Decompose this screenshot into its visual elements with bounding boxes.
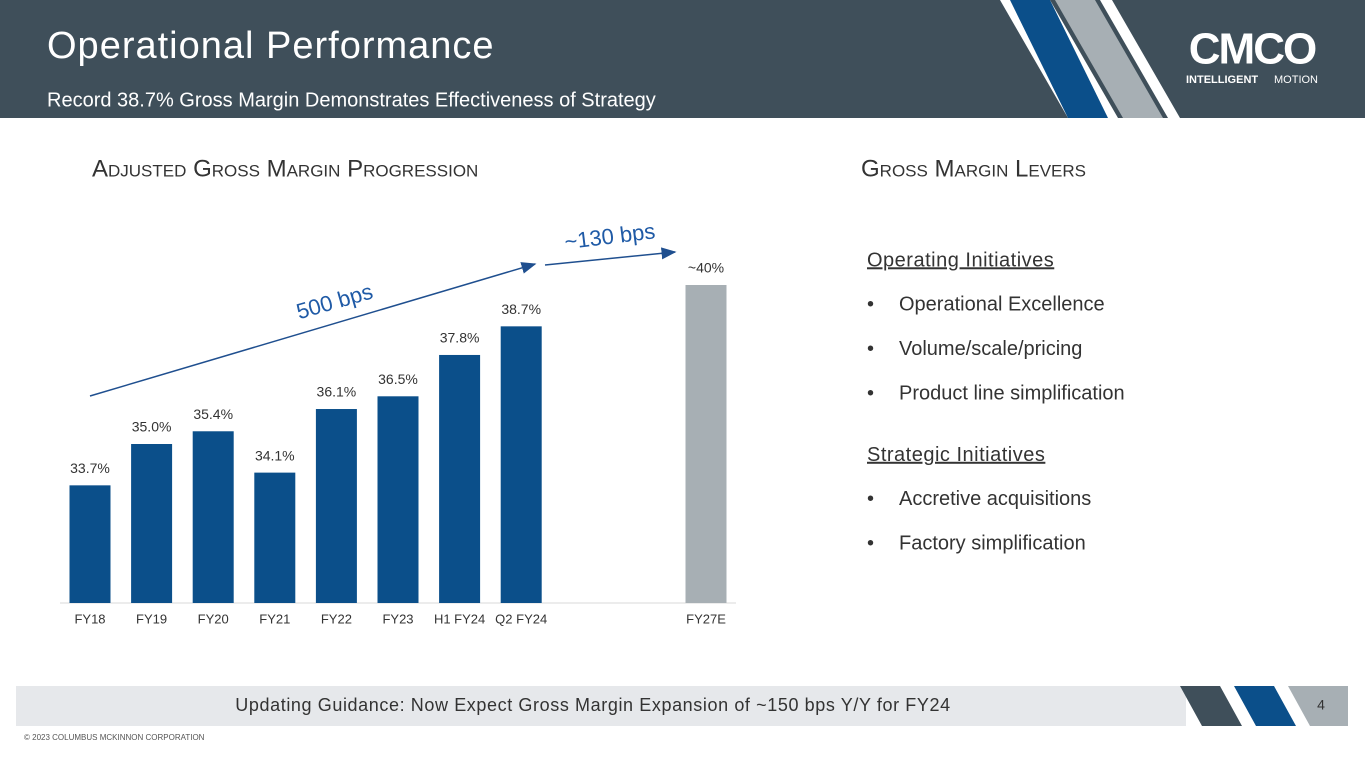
bullet-dot: • — [867, 532, 874, 554]
stripe — [1100, 0, 1180, 118]
annotation: 500 bps — [293, 279, 375, 325]
x-tick-label: FY20 — [198, 611, 229, 626]
x-tick-label: FY22 — [321, 611, 352, 626]
value-label: 36.1% — [317, 384, 357, 400]
lever-item: Accretive acquisitions — [899, 488, 1091, 510]
bullet-dot: • — [867, 382, 874, 404]
bar — [131, 444, 173, 603]
bar — [315, 409, 357, 603]
logo-tagline-bold: INTELLIGENT — [1186, 74, 1258, 86]
arrow — [544, 247, 677, 266]
bar — [377, 396, 419, 603]
bullet-dot: • — [867, 488, 874, 510]
bullet-dot: • — [867, 293, 874, 315]
value-label: 33.7% — [70, 460, 110, 476]
stripe — [1055, 0, 1163, 118]
bar — [439, 354, 481, 603]
value-label: 37.8% — [440, 330, 480, 346]
value-label: ~40% — [688, 260, 724, 276]
x-tick-label: FY18 — [74, 611, 105, 626]
x-tick-label: H1 FY24 — [434, 611, 485, 626]
lever-item: Factory simplification — [899, 532, 1086, 554]
annotation: ~130 bps — [563, 218, 657, 254]
page-number: 4 — [1317, 697, 1325, 713]
value-label: 36.5% — [378, 371, 418, 387]
levers-title: Gross Margin Levers — [861, 155, 1086, 182]
x-tick-label: FY21 — [259, 611, 290, 626]
stripe — [1010, 0, 1108, 118]
lever-item: Operational Excellence — [899, 293, 1105, 315]
stripe — [1288, 686, 1348, 726]
logo-tagline: MOTION — [1274, 74, 1318, 86]
lever-item: Volume/scale/pricing — [899, 338, 1082, 360]
lever-heading: Strategic Initiatives — [867, 444, 1045, 466]
bar — [500, 326, 542, 603]
lever-item: Product line simplification — [899, 382, 1125, 404]
footer-banner: Updating Guidance: Now Expect Gross Marg… — [235, 695, 950, 715]
title: Operational Performance — [47, 25, 495, 67]
bar — [69, 485, 111, 603]
value-label: 34.1% — [255, 447, 295, 463]
footer-band — [16, 686, 1186, 726]
bar — [192, 431, 234, 603]
x-tick-label: FY27E — [686, 611, 726, 626]
lever-heading: Operating Initiatives — [867, 249, 1054, 271]
bar — [685, 285, 727, 603]
value-label: 35.4% — [193, 406, 233, 422]
copyright: © 2023 COLUMBUS MCKINNON CORPORATION — [24, 733, 205, 742]
bullet-dot: • — [867, 338, 874, 360]
bar — [254, 472, 296, 603]
stripe — [1234, 686, 1296, 726]
x-tick-label: FY19 — [136, 611, 167, 626]
chart-title: Adjusted Gross Margin Progression — [92, 155, 478, 182]
value-label: 38.7% — [501, 301, 541, 317]
x-tick-label: Q2 FY24 — [495, 611, 547, 626]
x-tick-label: FY23 — [382, 611, 413, 626]
logo-mark: CMCO — [1189, 25, 1316, 74]
value-label: 35.0% — [132, 419, 172, 435]
arrow — [89, 262, 537, 397]
subtitle: Record 38.7% Gross Margin Demonstrates E… — [47, 89, 656, 111]
stripe — [1180, 686, 1242, 726]
